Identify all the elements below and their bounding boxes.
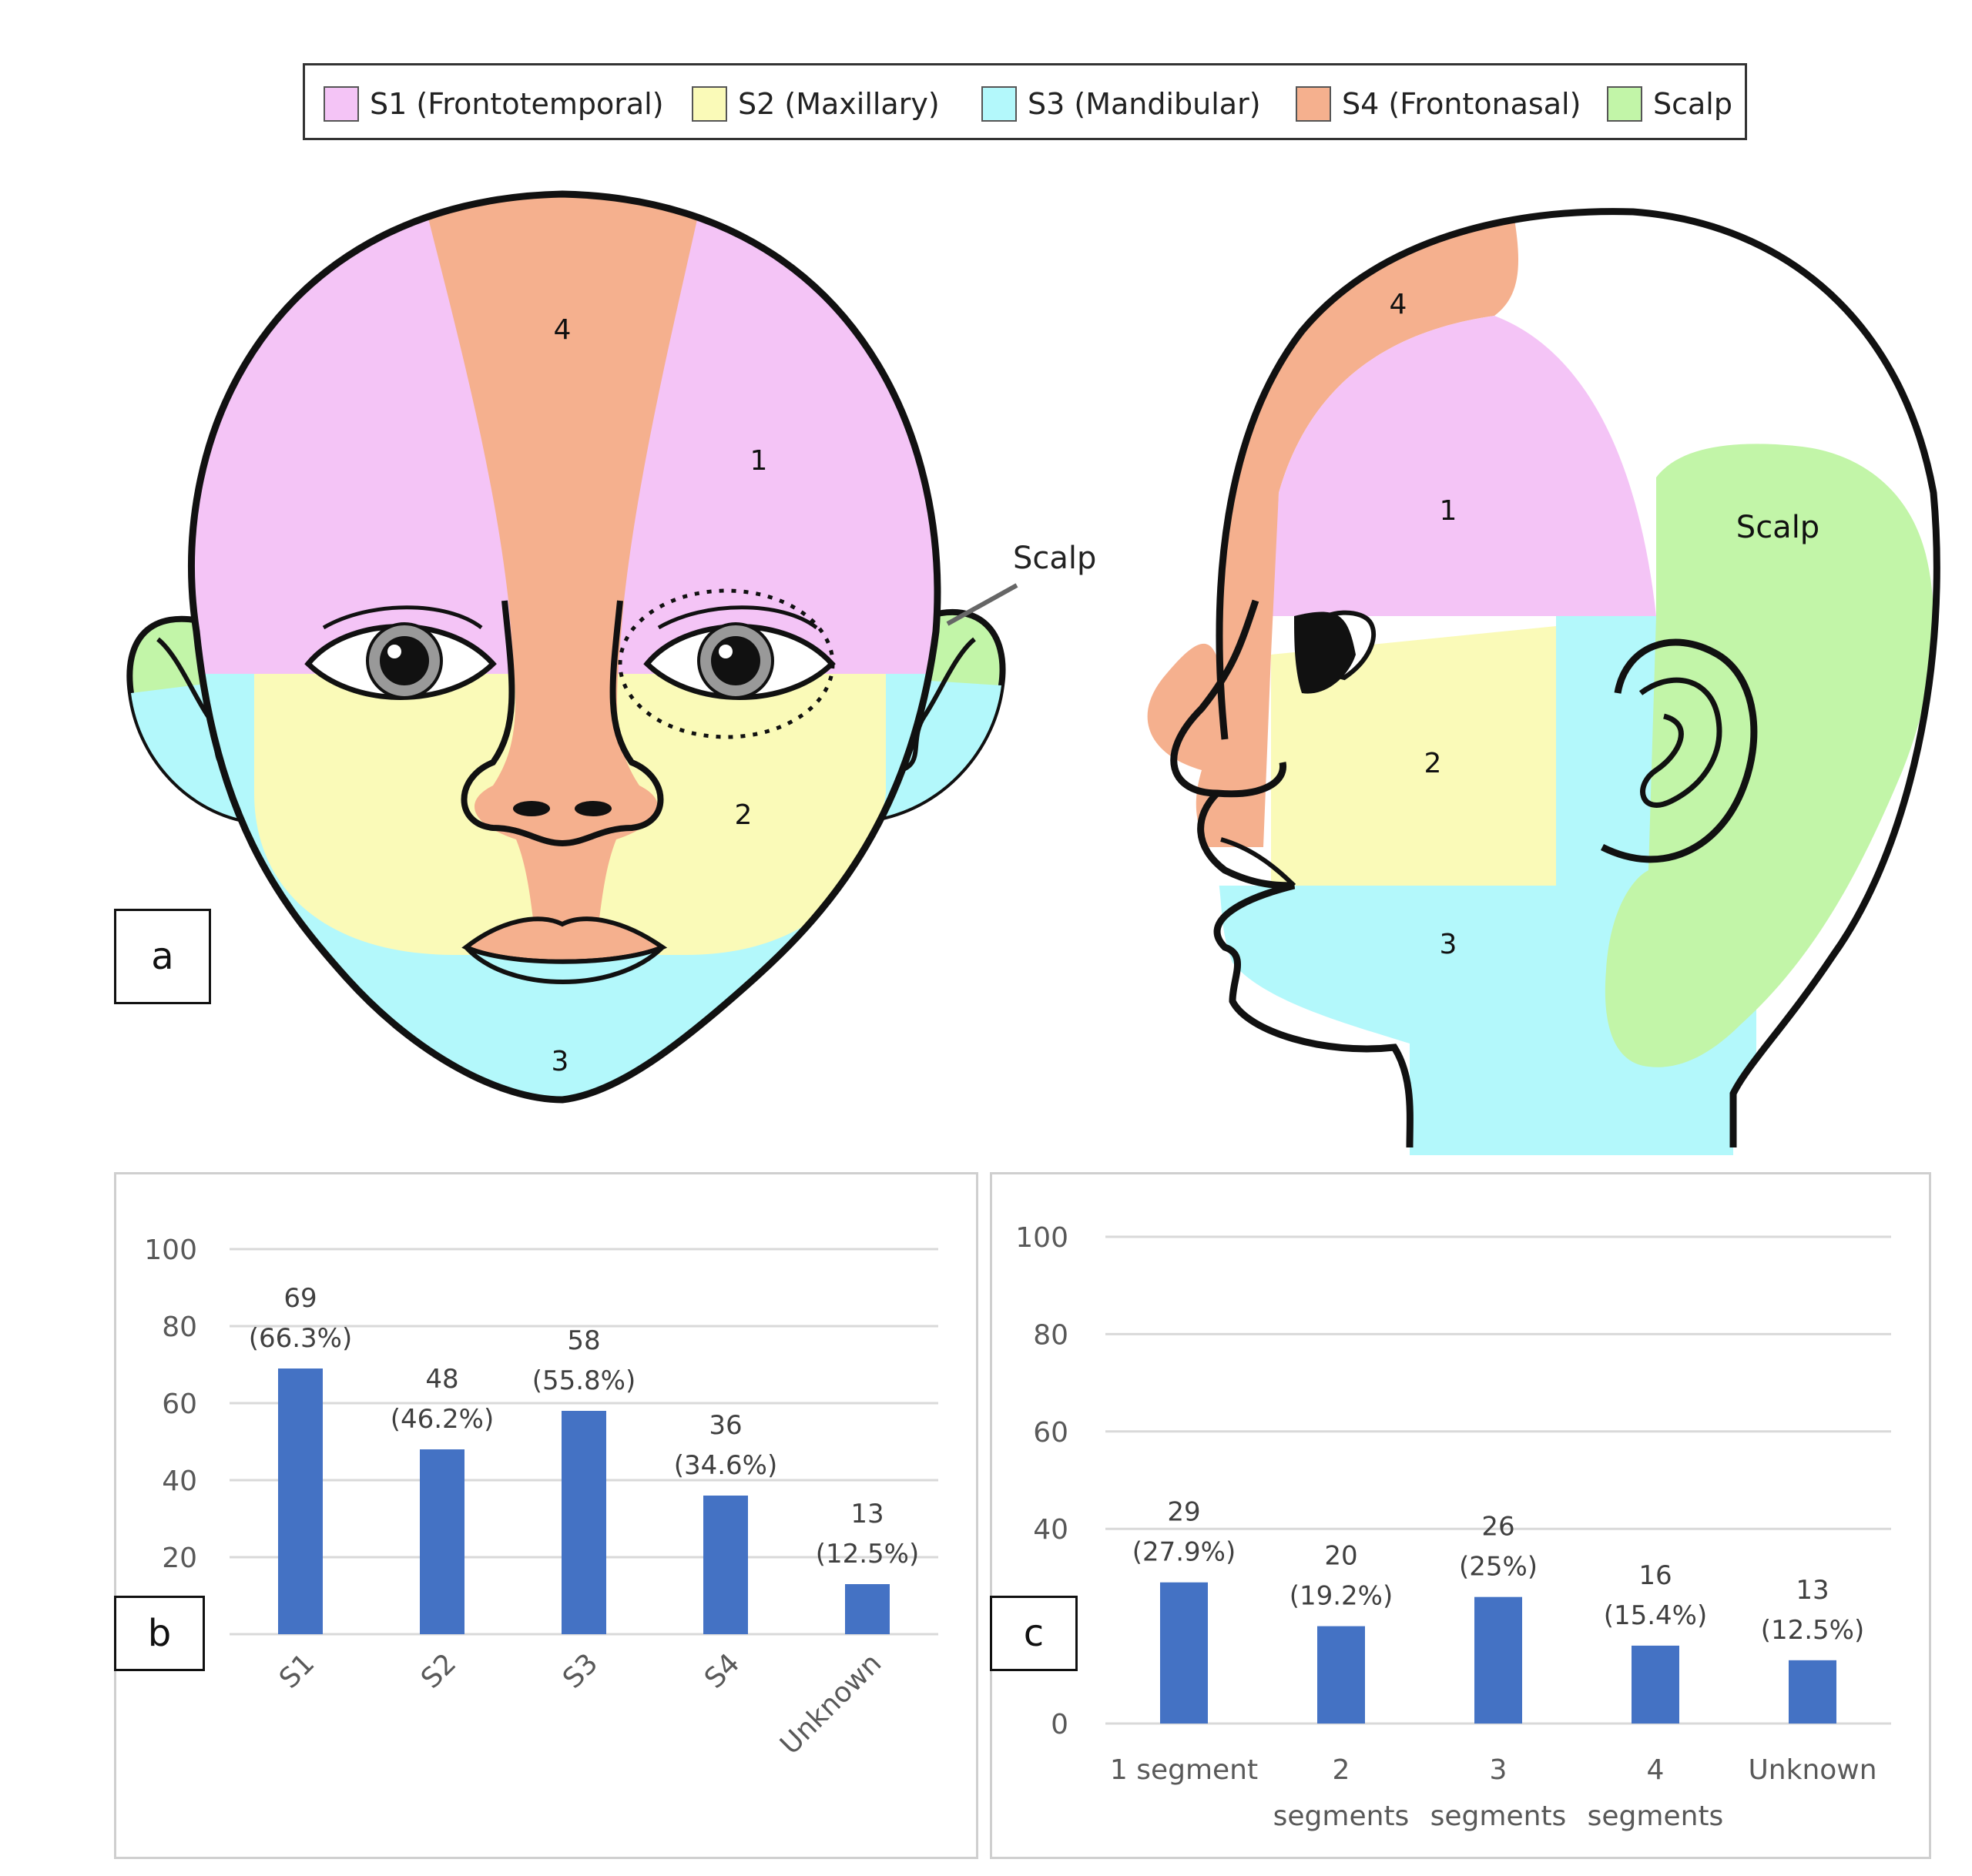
front-label-s3: 3 — [552, 1046, 569, 1077]
side-face: 4 1 2 3 Scalp — [1147, 208, 1940, 1155]
chart-c-bar — [1632, 1645, 1679, 1724]
chart-b-ytick-label: 80 — [162, 1312, 197, 1343]
chart-b-frame — [114, 1172, 978, 1859]
front-face: 4 1 2 3 Scalp — [126, 190, 1096, 1104]
chart-c-ytick-label: 100 — [1015, 1222, 1068, 1254]
chart-c-bar — [1160, 1582, 1208, 1724]
chart-c-data-label: (12.5%) — [1761, 1615, 1865, 1646]
side-ear — [1600, 638, 1758, 863]
chart-c-data-label: 16 — [1638, 1560, 1672, 1591]
legend-item-scalp: Scalp — [1607, 82, 1732, 126]
chart-c-category-label: 4 — [1647, 1754, 1665, 1786]
legend-item-s4: S4 (Frontonasal) — [1296, 82, 1581, 126]
chart-b-bar — [420, 1449, 464, 1634]
chart-c-category-label: segments — [1588, 1801, 1724, 1832]
face-illustrations: 4 1 2 3 Scalp 4 1 — [126, 190, 1940, 1155]
chart-c-data-label: (25%) — [1459, 1552, 1538, 1583]
chart-b-bar — [278, 1368, 323, 1634]
chart-b-data-label: (55.8%) — [532, 1365, 636, 1396]
side-label-scalp: Scalp — [1736, 510, 1819, 545]
legend: S1 (Frontotemporal) S2 (Maxillary) S3 (M… — [303, 63, 1747, 140]
chart-b-ytick-label: 100 — [144, 1234, 197, 1266]
legend-label-s2: S2 (Maxillary) — [738, 87, 940, 121]
chart-c-category-label: 1 segment — [1110, 1754, 1258, 1786]
chart-c-ytick-label: 0 — [1051, 1709, 1068, 1740]
panel-label-c: c — [990, 1596, 1078, 1671]
chart-b-ytick-label: 40 — [162, 1466, 197, 1497]
chart-c-category-label: Unknown — [1748, 1754, 1876, 1786]
side-label-s3: 3 — [1440, 929, 1457, 960]
legend-swatch-s4 — [1296, 86, 1331, 122]
chart-c-data-label: 29 — [1167, 1497, 1200, 1528]
chart-c-data-label: (27.9%) — [1132, 1537, 1236, 1568]
chart-b-data-label: (12.5%) — [816, 1539, 920, 1569]
legend-label-scalp: Scalp — [1653, 87, 1732, 121]
chart-b-data-label: (66.3%) — [249, 1323, 353, 1354]
chart-c-data-label: (19.2%) — [1290, 1581, 1393, 1612]
chart-b-data-label: 13 — [850, 1499, 884, 1529]
chart-c-data-label: 26 — [1481, 1512, 1514, 1543]
chart-c-category-label: 2 — [1333, 1754, 1350, 1786]
chart-b-bar — [845, 1584, 890, 1634]
side-label-s4: 4 — [1390, 289, 1407, 320]
chart-b-category-label: S3 — [557, 1647, 604, 1694]
front-mouth — [461, 916, 668, 984]
side-eye — [1294, 610, 1377, 694]
chart-c: 0 40 60 80 100 29 (27.9%) 1 segment 20 (19.2%) 2 se… — [1015, 1222, 1891, 1832]
chart-b-data-label: 48 — [425, 1364, 458, 1395]
chart-b-bar — [562, 1411, 606, 1634]
legend-swatch-s2 — [692, 86, 727, 122]
chart-b-data-label: 36 — [709, 1410, 742, 1441]
chart-c-data-label: (15.4%) — [1604, 1600, 1708, 1631]
chart-c-bar — [1474, 1596, 1522, 1724]
panel-label-b: b — [114, 1596, 205, 1671]
chart-b-category-label: S1 — [273, 1647, 320, 1694]
chart-c-category-label: segments — [1430, 1801, 1567, 1832]
legend-label-s4: S4 (Frontonasal) — [1342, 87, 1581, 121]
chart-b-data-label: 69 — [283, 1283, 317, 1314]
chart-c-ytick-label: 40 — [1033, 1514, 1068, 1546]
chart-c-data-label: 13 — [1796, 1575, 1829, 1606]
legend-swatch-s1 — [324, 86, 359, 122]
chart-c-bar — [1317, 1626, 1365, 1724]
chart-b-category-label: S2 — [415, 1647, 462, 1694]
chart-b-ytick-label: 60 — [162, 1389, 197, 1420]
chart-c-bar — [1789, 1660, 1836, 1724]
front-nose — [461, 600, 664, 847]
front-right-eye — [618, 588, 836, 739]
chart-b-data-label: 58 — [567, 1325, 600, 1356]
chart-c-frame — [990, 1172, 1931, 1859]
chart-c-data-label: 20 — [1324, 1541, 1357, 1572]
legend-swatch-scalp — [1607, 86, 1642, 122]
chart-b-category-label: Unknown — [774, 1647, 887, 1760]
side-label-s2: 2 — [1424, 748, 1442, 779]
front-label-s1: 1 — [750, 445, 768, 477]
panel-label-a: a — [114, 909, 211, 1004]
periorbital-dotted-outline — [618, 588, 835, 739]
chart-b-ytick-label: 20 — [162, 1543, 197, 1574]
front-label-scalp: Scalp — [1013, 541, 1096, 576]
chart-b-data-label: (34.6%) — [674, 1450, 778, 1481]
chart-c-category-label: 3 — [1490, 1754, 1508, 1786]
legend-item-s3: S3 (Mandibular) — [981, 82, 1261, 126]
legend-label-s3: S3 (Mandibular) — [1028, 87, 1261, 121]
side-profile-outline — [1170, 599, 1414, 1148]
chart-b-data-label: (46.2%) — [391, 1404, 495, 1435]
chart-b: 20 40 60 80 100 69 (66.3%) S1 48 (46.2%) S2 58 (55.8… — [144, 1234, 938, 1761]
chart-c-ytick-label: 80 — [1033, 1319, 1068, 1351]
chart-b-bar — [703, 1496, 748, 1634]
front-label-s2: 2 — [735, 799, 753, 831]
legend-item-s2: S2 (Maxillary) — [692, 82, 940, 126]
legend-label-s1: S1 (Frontotemporal) — [370, 87, 664, 121]
legend-item-s1: S1 (Frontotemporal) — [324, 82, 664, 126]
chart-b-category-label: S4 — [699, 1647, 746, 1694]
legend-swatch-s3 — [981, 86, 1017, 122]
chart-c-category-label: segments — [1273, 1801, 1410, 1832]
scalp-callout-line — [946, 583, 1018, 626]
front-label-s4: 4 — [554, 314, 572, 346]
chart-c-ytick-label: 60 — [1033, 1417, 1068, 1449]
front-left-eye — [304, 605, 497, 700]
side-label-s1: 1 — [1440, 495, 1457, 527]
